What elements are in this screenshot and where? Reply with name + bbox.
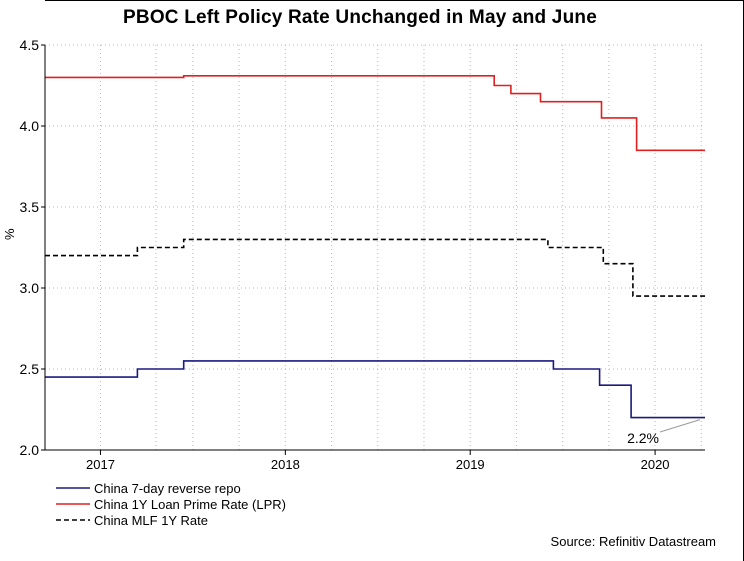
x-tick-label: 2019 [456, 457, 485, 472]
annotation-label: 2.2% [627, 430, 659, 446]
y-tick-label: 3.0 [20, 280, 40, 296]
series-line-2 [45, 238, 705, 297]
series-line-1 [45, 75, 705, 152]
y-tick-label: 4.0 [20, 118, 40, 134]
x-tick-label: 2020 [641, 457, 670, 472]
y-tick-label: 2.5 [20, 361, 40, 377]
legend-label: China 1Y Loan Prime Rate (LPR) [94, 497, 286, 512]
axis-layer: 4.5 4.0 3.5 3.0 2.5 2.0 2017 2018 2019 2020 [20, 37, 705, 472]
chart-source: Source: Refinitiv Datastream [550, 534, 716, 549]
y-tick-label: 4.5 [20, 37, 40, 53]
series-layer: 2.2% [45, 75, 705, 446]
y-tick-label: 2.0 [20, 442, 40, 458]
series-line-0 [45, 360, 705, 419]
annotation-leader [659, 419, 701, 433]
chart-title: PBOC Left Policy Rate Unchanged in May a… [123, 7, 597, 28]
x-tick-label: 2017 [86, 457, 115, 472]
y-tick-label: 3.5 [20, 199, 40, 215]
legend-label: China MLF 1Y Rate [94, 513, 208, 528]
x-tick-label: 2018 [271, 457, 300, 472]
outer-frame-top [45, 0, 744, 1]
legend-label: China 7-day reverse repo [94, 481, 241, 496]
